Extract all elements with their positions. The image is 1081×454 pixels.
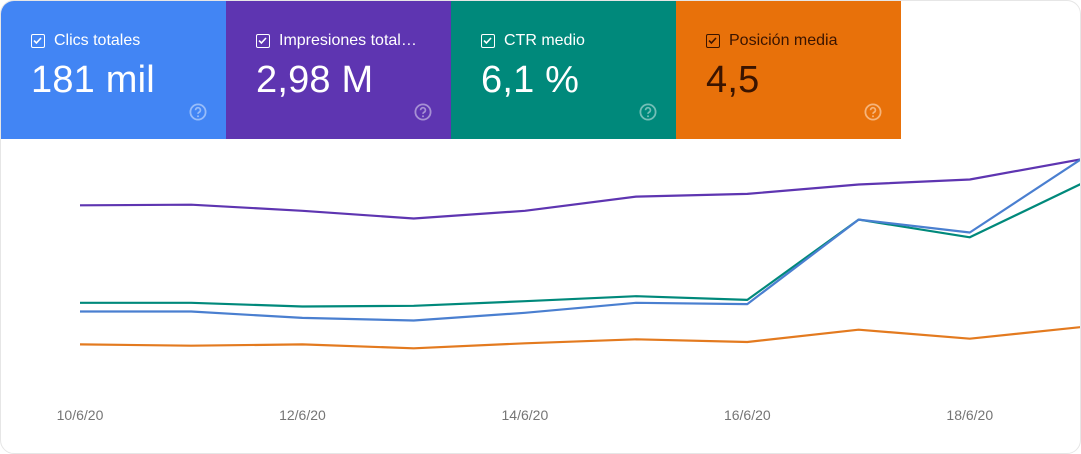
metric-label: Impresiones total… [279, 32, 417, 49]
series-layer [79, 158, 1080, 350]
series-line-posici-n-media [79, 326, 1080, 350]
metric-value: 6,1 % [481, 59, 580, 101]
help-circle-icon[interactable] [189, 103, 207, 121]
x-axis: 10/6/20 12/6/20 14/6/20 16/6/20 18/6/20 [57, 407, 994, 423]
series-line-ctr-medio [80, 183, 1080, 308]
checkbox-checked-icon[interactable] [706, 34, 720, 48]
series-line-impresiones-totales [79, 158, 1080, 220]
metric-label: Posición media [729, 32, 838, 49]
checkbox-checked-icon[interactable] [256, 34, 270, 48]
x-tick-label: 18/6/20 [946, 407, 993, 423]
metric-label: Clics totales [54, 32, 141, 49]
checkbox-checked-icon[interactable] [481, 34, 495, 48]
x-tick-label: 16/6/20 [724, 407, 771, 423]
metric-card-total-clicks[interactable]: Clics totales 181 mil [1, 1, 226, 139]
metric-value: 181 mil [31, 59, 155, 101]
metric-label: CTR medio [504, 32, 585, 49]
metric-card-total-impressions[interactable]: Impresiones total… 2,98 M [226, 1, 451, 139]
metric-value: 2,98 M [256, 59, 374, 101]
checkbox-checked-icon[interactable] [31, 34, 45, 48]
help-circle-icon[interactable] [864, 103, 882, 121]
metric-cards: Clics totales 181 mil Impresiones total…… [1, 1, 901, 139]
series-line-clics-totales [80, 158, 1080, 322]
x-tick-label: 12/6/20 [279, 407, 326, 423]
x-tick-label: 14/6/20 [502, 407, 549, 423]
help-circle-icon[interactable] [414, 103, 432, 121]
help-circle-icon[interactable] [639, 103, 657, 121]
x-tick-label: 10/6/20 [57, 407, 104, 423]
metric-card-average-ctr[interactable]: CTR medio 6,1 % [451, 1, 676, 139]
metric-value: 4,5 [706, 59, 760, 101]
metric-card-average-position[interactable]: Posición media 4,5 [676, 1, 901, 139]
